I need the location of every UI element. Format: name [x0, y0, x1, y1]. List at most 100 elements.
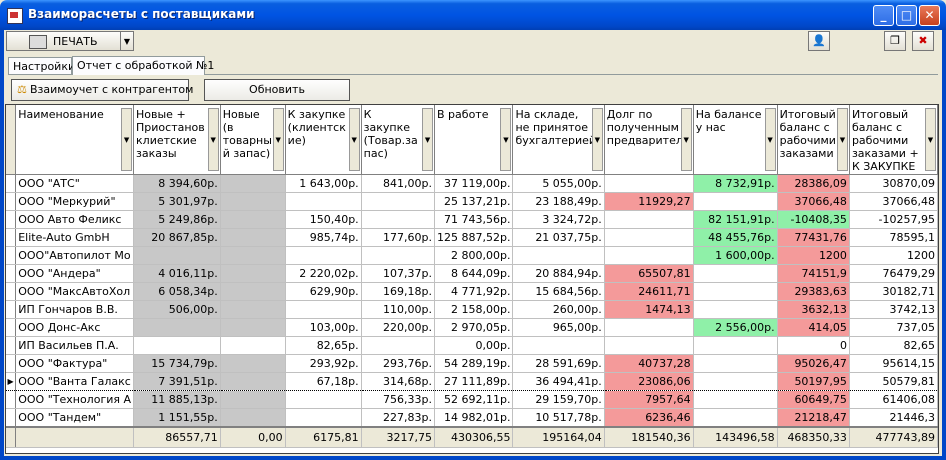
- column-filter-dropdown-icon[interactable]: ▼: [121, 108, 133, 171]
- supplier-name-cell[interactable]: ООО "АТС": [15, 174, 135, 193]
- value-cell[interactable]: 67,18р.: [285, 372, 362, 391]
- value-cell[interactable]: 60649,75: [777, 390, 850, 409]
- value-cell[interactable]: 21446,3: [849, 408, 938, 428]
- value-cell[interactable]: 1474,13: [604, 300, 694, 319]
- value-cell[interactable]: [220, 228, 286, 247]
- close-report-icon[interactable]: ✖: [912, 31, 934, 51]
- value-cell[interactable]: 125 887,52р.: [434, 228, 514, 247]
- row-indicator[interactable]: [6, 228, 17, 247]
- supplier-name-cell[interactable]: ООО "Меркурий": [15, 192, 135, 211]
- column-header-1[interactable]: Новые + Приостанов клиетские заказы ▼: [133, 105, 221, 175]
- tab-report-1[interactable]: Отчет с обработкой №1: [72, 56, 214, 75]
- table-row[interactable]: ООО "Андера" 4 016,11р. 2 220,02р. 107,37р.…: [6, 264, 938, 283]
- supplier-name-cell[interactable]: ИП Васильев П.А.: [15, 336, 135, 355]
- value-cell[interactable]: 293,76р.: [361, 354, 436, 373]
- value-cell[interactable]: 20 884,94р.: [512, 264, 605, 283]
- refresh-button[interactable]: Обновить: [204, 79, 350, 101]
- value-cell[interactable]: 0: [777, 336, 850, 355]
- row-indicator[interactable]: [6, 336, 17, 355]
- supplier-name-cell[interactable]: ООО "МаксАвтоХол: [15, 282, 135, 301]
- value-cell[interactable]: [361, 192, 436, 211]
- row-indicator[interactable]: [6, 210, 17, 229]
- row-indicator[interactable]: [6, 192, 17, 211]
- value-cell[interactable]: [693, 300, 778, 319]
- value-cell[interactable]: 2 158,00р.: [434, 300, 514, 319]
- value-cell[interactable]: 8 644,09р.: [434, 264, 514, 283]
- tab-settings[interactable]: Настройки: [8, 57, 75, 74]
- column-filter-dropdown-icon[interactable]: ▼: [680, 108, 692, 171]
- value-cell[interactable]: 28386,09: [777, 174, 850, 193]
- value-cell[interactable]: 6236,46: [604, 408, 694, 428]
- value-cell[interactable]: 77431,76: [777, 228, 850, 247]
- supplier-name-cell[interactable]: ООО "Тандем": [15, 408, 135, 428]
- value-cell[interactable]: 3 324,72р.: [512, 210, 605, 229]
- value-cell[interactable]: [220, 336, 286, 355]
- value-cell[interactable]: 74151,9: [777, 264, 850, 283]
- value-cell[interactable]: 50579,81: [849, 372, 938, 391]
- user-key-icon[interactable]: 👤: [808, 31, 830, 51]
- value-cell[interactable]: 6 058,34р.: [133, 282, 221, 301]
- value-cell[interactable]: 985,74р.: [285, 228, 362, 247]
- value-cell[interactable]: 150,40р.: [285, 210, 362, 229]
- value-cell[interactable]: 965,00р.: [512, 318, 605, 337]
- value-cell[interactable]: 10 517,78р.: [512, 408, 605, 428]
- value-cell[interactable]: 29 159,70р.: [512, 390, 605, 409]
- counterparty-button[interactable]: ⚖ Взаимоучет с контрагентом: [11, 79, 193, 101]
- value-cell[interactable]: 29383,63: [777, 282, 850, 301]
- column-filter-dropdown-icon[interactable]: ▼: [836, 108, 848, 171]
- column-filter-dropdown-icon[interactable]: ▼: [764, 108, 776, 171]
- value-cell[interactable]: 37 119,00р.: [434, 174, 514, 193]
- column-header-3[interactable]: К закупке (клиентск ие) ▼: [285, 105, 362, 175]
- column-filter-dropdown-icon[interactable]: ▼: [500, 108, 512, 171]
- column-header-0[interactable]: Наименование ▼: [15, 105, 135, 175]
- value-cell[interactable]: [285, 408, 362, 428]
- value-cell[interactable]: 82,65р.: [285, 336, 362, 355]
- column-filter-dropdown-icon[interactable]: ▼: [272, 108, 284, 171]
- value-cell[interactable]: [285, 192, 362, 211]
- value-cell[interactable]: [220, 354, 286, 373]
- value-cell[interactable]: [285, 300, 362, 319]
- column-header-9[interactable]: Итоговый баланс с рабочими заказами ▼: [777, 105, 850, 175]
- value-cell[interactable]: [133, 246, 221, 265]
- value-cell[interactable]: 2 556,00р.: [693, 318, 778, 337]
- value-cell[interactable]: 756,33р.: [361, 390, 436, 409]
- value-cell[interactable]: 48 455,76р.: [693, 228, 778, 247]
- value-cell[interactable]: [285, 390, 362, 409]
- window-copy-icon[interactable]: ❐: [884, 31, 906, 51]
- app-icon[interactable]: [7, 8, 23, 24]
- table-row[interactable]: ООО "АТС" 8 394,60р. 1 643,00р. 841,00р. 37 …: [6, 174, 938, 193]
- value-cell[interactable]: 4 016,11р.: [133, 264, 221, 283]
- supplier-name-cell[interactable]: ООО Авто Феликс: [15, 210, 135, 229]
- column-filter-dropdown-icon[interactable]: ▼: [591, 108, 603, 171]
- supplier-name-cell[interactable]: ИП Гончаров В.В.: [15, 300, 135, 319]
- value-cell[interactable]: [693, 408, 778, 428]
- value-cell[interactable]: 414,05: [777, 318, 850, 337]
- value-cell[interactable]: 95614,15: [849, 354, 938, 373]
- value-cell[interactable]: 8 732,91р.: [693, 174, 778, 193]
- value-cell[interactable]: 54 289,19р.: [434, 354, 514, 373]
- value-cell[interactable]: 23086,06: [604, 372, 694, 391]
- value-cell[interactable]: 5 055,00р.: [512, 174, 605, 193]
- data-grid[interactable]: Наименование ▼ Новые + Приостанов клиетски…: [5, 104, 939, 454]
- value-cell[interactable]: 841,00р.: [361, 174, 436, 193]
- value-cell[interactable]: 37066,48: [777, 192, 850, 211]
- value-cell[interactable]: 107,37р.: [361, 264, 436, 283]
- row-indicator[interactable]: [6, 264, 17, 283]
- value-cell[interactable]: 52 692,11р.: [434, 390, 514, 409]
- value-cell[interactable]: 260,00р.: [512, 300, 605, 319]
- value-cell[interactable]: 3632,13: [777, 300, 850, 319]
- supplier-name-cell[interactable]: ООО "Фактура": [15, 354, 135, 373]
- value-cell[interactable]: 27 111,89р.: [434, 372, 514, 391]
- value-cell[interactable]: [604, 336, 694, 355]
- value-cell[interactable]: 5 301,97р.: [133, 192, 221, 211]
- value-cell[interactable]: [361, 210, 436, 229]
- column-filter-dropdown-icon[interactable]: ▼: [207, 108, 219, 171]
- value-cell[interactable]: 220,00р.: [361, 318, 436, 337]
- table-row[interactable]: ООО "Меркурий" 5 301,97р. 25 137,21р. 23 18…: [6, 192, 938, 211]
- value-cell[interactable]: 2 800,00р.: [434, 246, 514, 265]
- value-cell[interactable]: 14 982,01р.: [434, 408, 514, 428]
- value-cell[interactable]: [220, 192, 286, 211]
- value-cell[interactable]: 5 249,86р.: [133, 210, 221, 229]
- value-cell[interactable]: [220, 408, 286, 428]
- value-cell[interactable]: [220, 318, 286, 337]
